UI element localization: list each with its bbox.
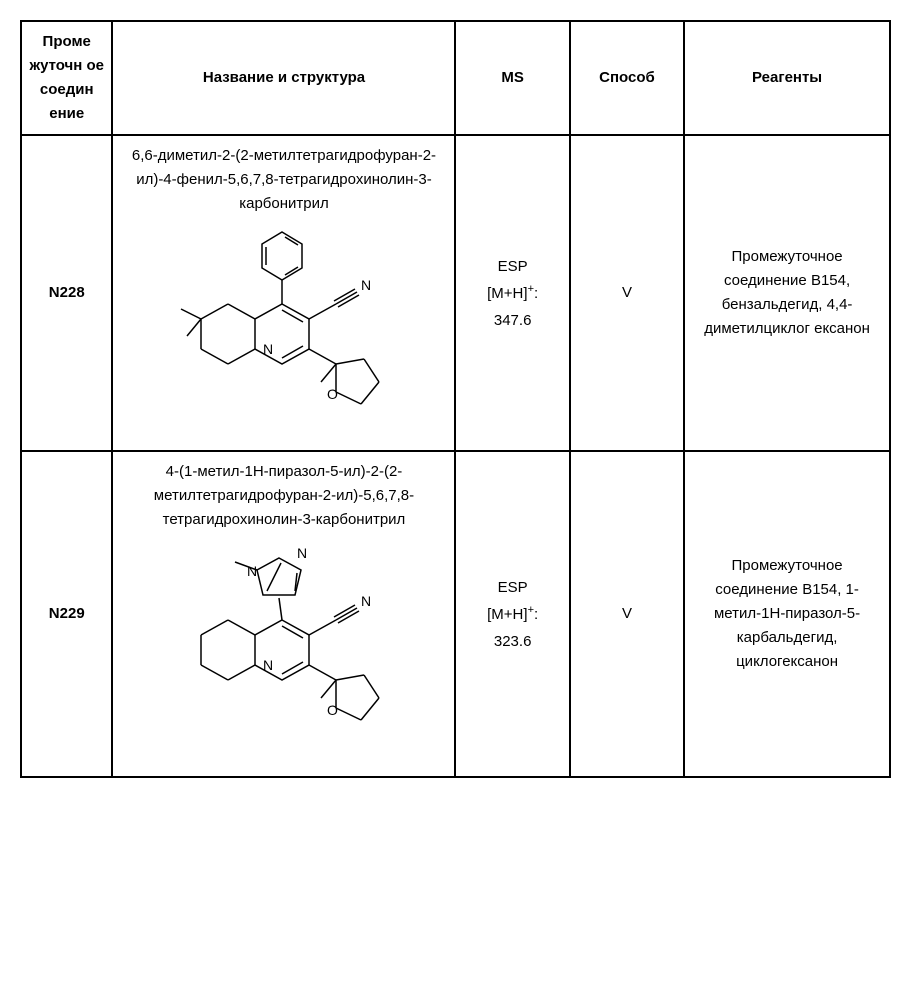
- ms-cell: ESP [M+H]+: 347.6: [455, 135, 569, 451]
- chemical-structure: N N O: [119, 224, 448, 442]
- ms-label1: ESP: [498, 258, 528, 275]
- ms-label2: [M+H]: [487, 606, 527, 623]
- svg-text:N: N: [361, 593, 371, 609]
- compound-id: N229: [21, 451, 112, 777]
- ms-value: 323.6: [494, 633, 532, 650]
- ms-label1: ESP: [498, 579, 528, 596]
- header-reagents: Реагенты: [684, 21, 890, 135]
- method-cell: V: [570, 135, 684, 451]
- svg-text:O: O: [327, 702, 338, 718]
- reagents-cell: Промежуточное соединение B154, 1-метил-1…: [684, 451, 890, 777]
- compound-name-structure: 4-(1-метил-1H-пиразол-5-ил)-2-(2-метилте…: [112, 451, 455, 777]
- ms-label3: :: [534, 606, 538, 623]
- ms-cell: ESP [M+H]+: 323.6: [455, 451, 569, 777]
- header-intermediate: Проме жуточн ое соедин ение: [21, 21, 112, 135]
- table-row: N228 6,6-диметил-2-(2-метилтетрагидрофур…: [21, 135, 890, 451]
- svg-text:O: O: [327, 386, 338, 402]
- compound-name-structure: 6,6-диметил-2-(2-метилтетрагидрофуран-2-…: [112, 135, 455, 451]
- chemical-structure: N N N N O: [119, 540, 448, 768]
- method-cell: V: [570, 451, 684, 777]
- header-name-structure: Название и структура: [112, 21, 455, 135]
- svg-text:N: N: [263, 657, 273, 673]
- compound-id: N228: [21, 135, 112, 451]
- svg-text:N: N: [361, 277, 371, 293]
- compounds-table: Проме жуточн ое соедин ение Название и с…: [20, 20, 891, 778]
- ms-label2: [M+H]: [487, 285, 527, 302]
- header-ms: MS: [455, 21, 569, 135]
- svg-text:N: N: [263, 341, 273, 357]
- table-row: N229 4-(1-метил-1H-пиразол-5-ил)-2-(2-ме…: [21, 451, 890, 777]
- compound-name: 6,6-диметил-2-(2-метилтетрагидрофуран-2-…: [119, 144, 448, 216]
- svg-text:N: N: [247, 563, 257, 579]
- reagents-cell: Промежуточное соединение B154, бензальде…: [684, 135, 890, 451]
- header-method: Способ: [570, 21, 684, 135]
- header-row: Проме жуточн ое соедин ение Название и с…: [21, 21, 890, 135]
- svg-text:N: N: [297, 545, 307, 561]
- ms-label3: :: [534, 285, 538, 302]
- ms-value: 347.6: [494, 312, 532, 329]
- compound-name: 4-(1-метил-1H-пиразол-5-ил)-2-(2-метилте…: [119, 460, 448, 532]
